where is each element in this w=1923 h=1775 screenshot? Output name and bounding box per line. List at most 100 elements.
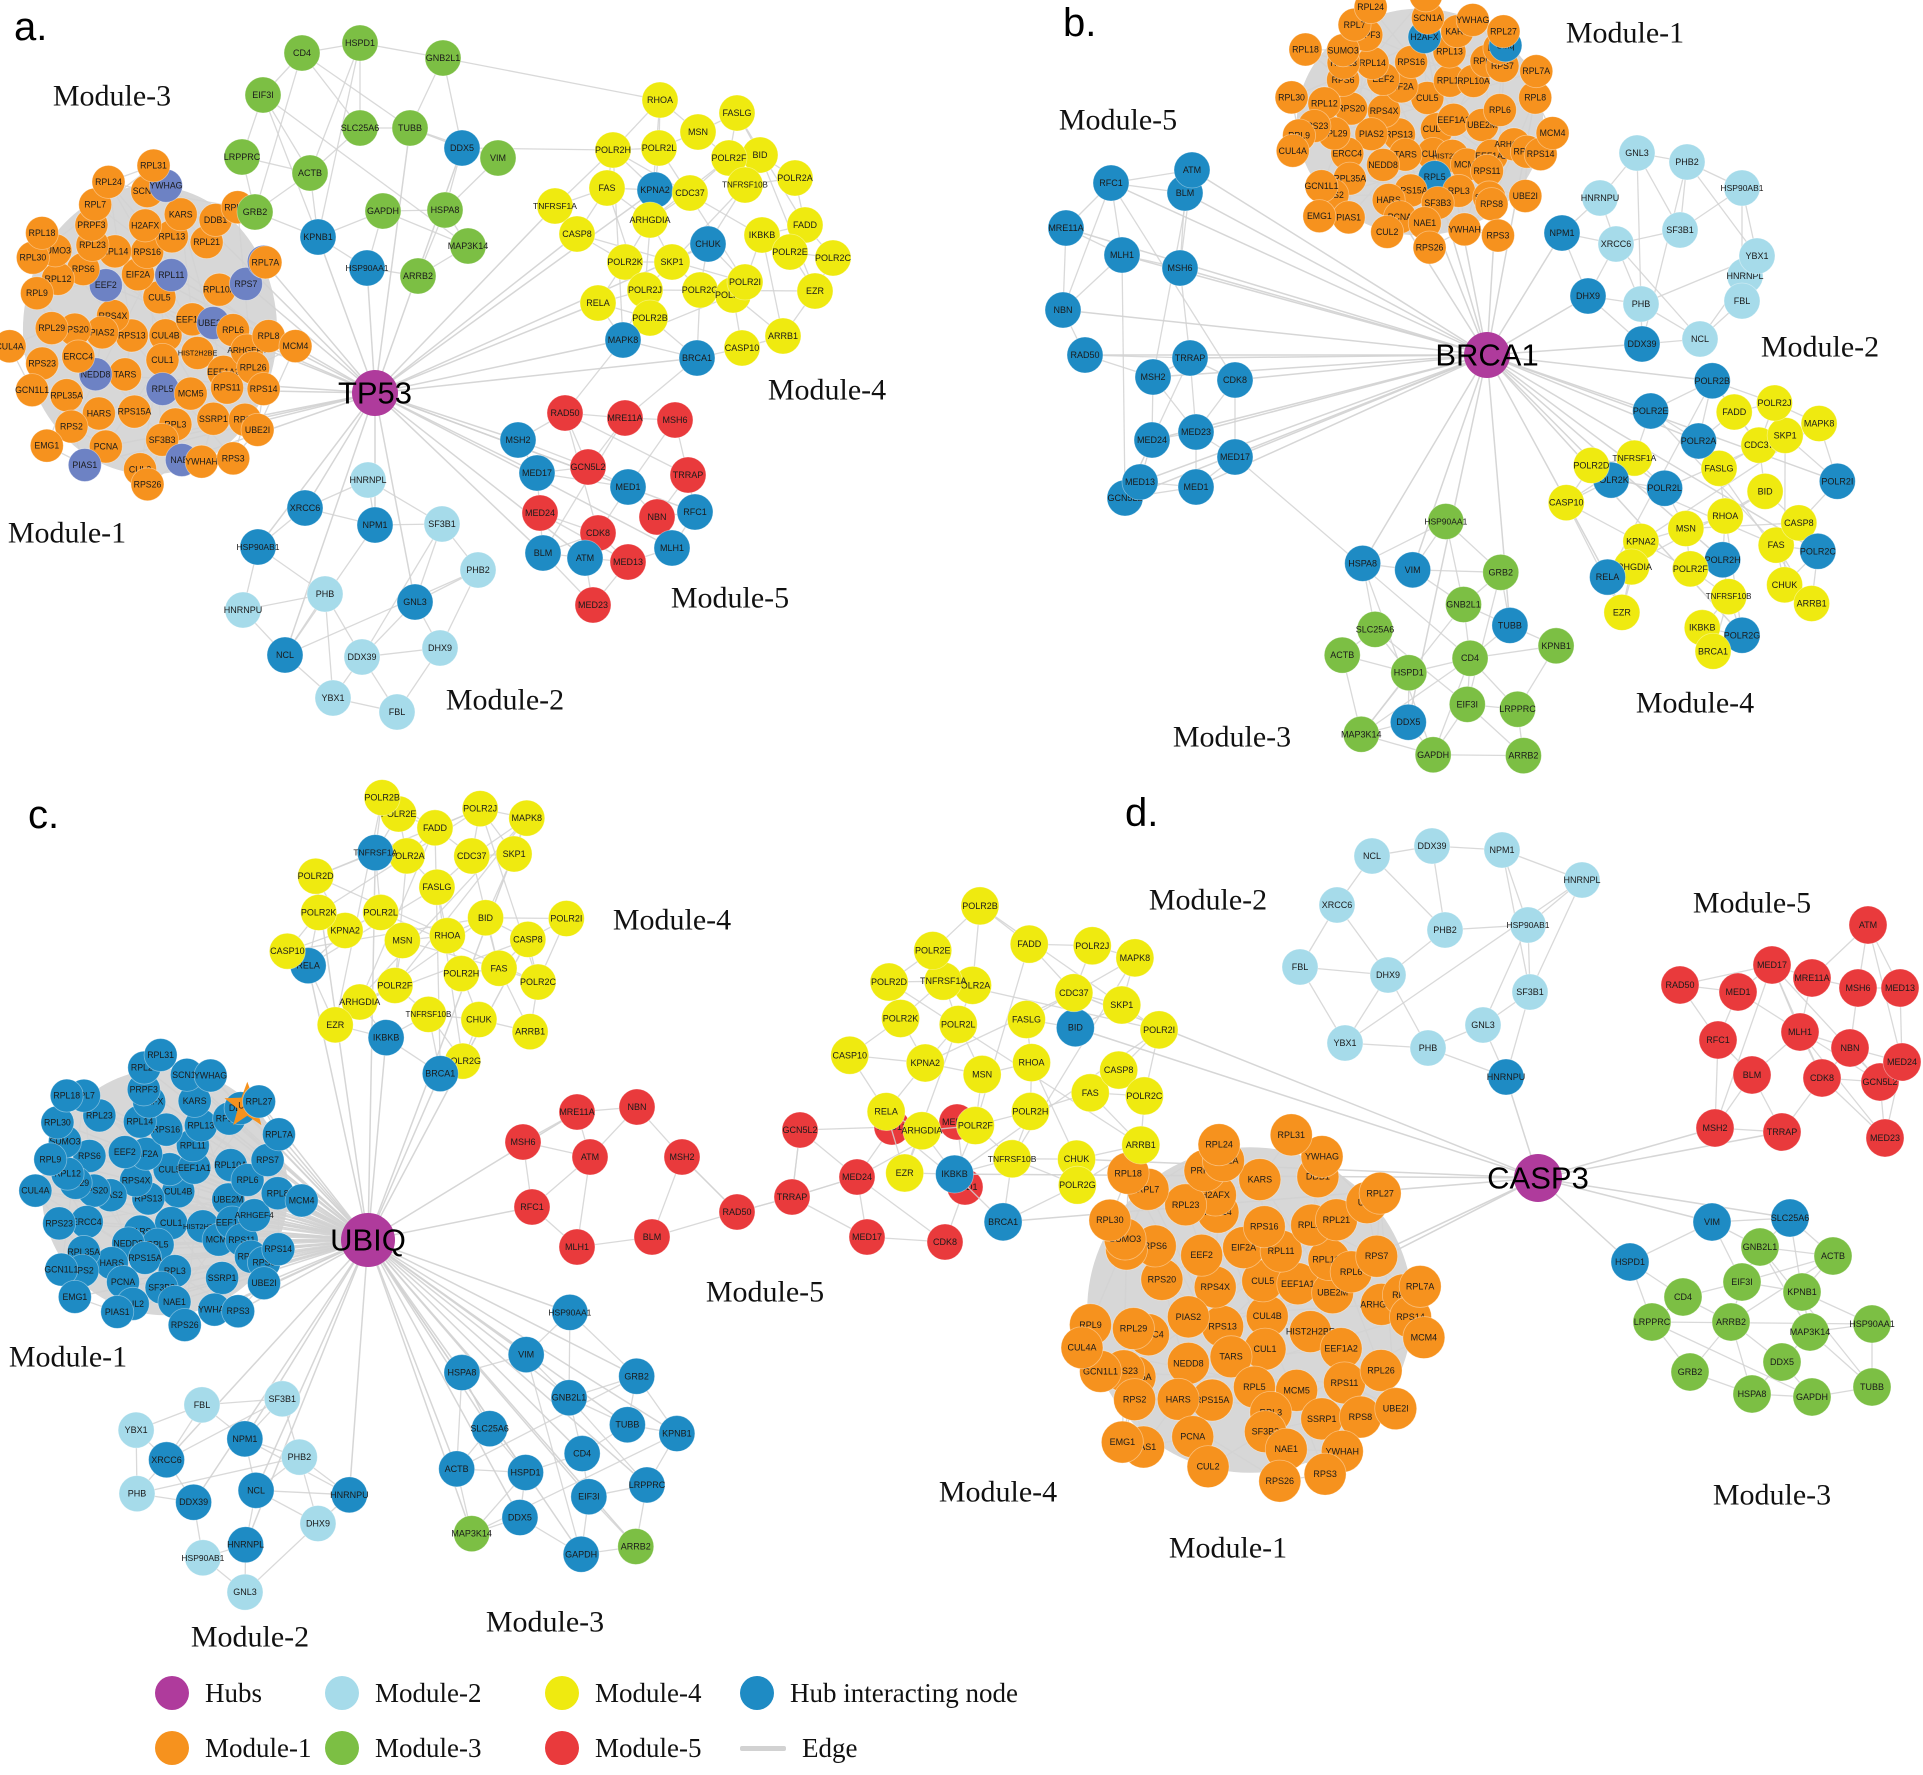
gene-node[interactable] <box>1353 0 1388 24</box>
gene-node[interactable] <box>1007 1000 1046 1039</box>
gene-node[interactable] <box>261 1232 296 1267</box>
gene-node[interactable] <box>1519 54 1554 89</box>
gene-node[interactable] <box>1880 968 1920 1008</box>
gene-node[interactable] <box>148 1441 185 1479</box>
gene-node[interactable] <box>546 394 584 432</box>
gene-node[interactable] <box>44 1252 79 1287</box>
gene-node[interactable] <box>418 868 456 906</box>
gene-node[interactable] <box>391 109 429 147</box>
gene-node[interactable] <box>678 339 716 377</box>
gene-node[interactable] <box>558 1228 596 1266</box>
gene-node[interactable] <box>1511 973 1549 1011</box>
gene-node[interactable] <box>33 1142 68 1177</box>
gene-node[interactable] <box>471 1410 509 1448</box>
gene-node[interactable] <box>136 148 171 183</box>
gene-node[interactable] <box>1572 446 1610 484</box>
gene-node[interactable] <box>226 1573 264 1611</box>
gene-node[interactable] <box>1323 636 1361 674</box>
gene-node[interactable] <box>574 586 612 624</box>
gene-node[interactable] <box>501 1499 539 1536</box>
gene-node[interactable] <box>1281 948 1319 986</box>
gene-node[interactable] <box>1762 1112 1802 1152</box>
gene-node[interactable] <box>266 636 304 674</box>
gene-node[interactable] <box>1173 151 1211 189</box>
gene-node[interactable] <box>1300 1135 1344 1179</box>
gene-node[interactable] <box>550 1379 588 1417</box>
gene-node[interactable] <box>1547 484 1585 522</box>
gene-node[interactable] <box>1838 968 1878 1008</box>
gene-node[interactable] <box>1710 578 1748 616</box>
gene-node[interactable] <box>237 1471 275 1509</box>
gene-node[interactable] <box>519 963 557 1001</box>
gene-node[interactable] <box>480 949 518 987</box>
gene-node[interactable] <box>671 174 709 212</box>
gene-node[interactable] <box>1112 1307 1155 1350</box>
gene-node[interactable] <box>1481 218 1515 253</box>
gene-node[interactable] <box>57 1279 92 1314</box>
gene-node[interactable] <box>216 441 251 476</box>
gene-node[interactable] <box>1242 1205 1286 1249</box>
gene-node[interactable] <box>1830 1028 1870 1068</box>
gene-node[interactable] <box>1762 1342 1802 1382</box>
hub-node[interactable] <box>352 370 398 416</box>
gene-node[interactable] <box>61 339 96 374</box>
gene-node[interactable] <box>1698 1020 1738 1060</box>
gene-node[interactable] <box>268 932 306 970</box>
gene-node[interactable] <box>594 131 632 169</box>
gene-node[interactable] <box>284 1183 319 1218</box>
gene-node[interactable] <box>1209 1335 1253 1379</box>
gene-node[interactable] <box>1663 1277 1703 1317</box>
gene-node[interactable] <box>91 165 126 199</box>
gene-node[interactable] <box>658 1415 696 1452</box>
gene-node[interactable] <box>1563 861 1601 899</box>
gene-node[interactable] <box>1409 0 1443 13</box>
gene-node[interactable] <box>42 1206 77 1241</box>
gene-node[interactable] <box>184 1539 222 1577</box>
gene-node[interactable] <box>423 505 461 543</box>
gene-node[interactable] <box>1113 1378 1157 1421</box>
gene-node[interactable] <box>236 193 274 231</box>
gene-node[interactable] <box>606 243 644 281</box>
gene-node[interactable] <box>588 169 626 207</box>
gene-node[interactable] <box>1670 1352 1710 1392</box>
gene-node[interactable] <box>461 790 499 828</box>
gene-node[interactable] <box>1057 1165 1097 1205</box>
gene-node[interactable] <box>776 159 814 197</box>
gene-node[interactable] <box>1782 1272 1822 1312</box>
gene-node[interactable] <box>205 1261 239 1295</box>
gene-node[interactable] <box>913 931 953 970</box>
gene-node[interactable] <box>1718 972 1758 1012</box>
gene-node[interactable] <box>143 1038 178 1072</box>
gene-node[interactable] <box>1398 1265 1442 1308</box>
gene-node[interactable] <box>242 1084 276 1119</box>
gene-node[interactable] <box>356 506 394 544</box>
gene-node[interactable] <box>628 1466 666 1504</box>
gene-node[interactable] <box>1610 1242 1650 1282</box>
gene-node[interactable] <box>1660 965 1700 1005</box>
gene-node[interactable] <box>1882 1042 1922 1082</box>
gene-node[interactable] <box>15 373 50 408</box>
gene-node[interactable] <box>1054 973 1094 1013</box>
gene-node[interactable] <box>221 1294 256 1329</box>
gene-node[interactable] <box>1622 285 1660 323</box>
gene-node[interactable] <box>1802 1058 1842 1098</box>
gene-node[interactable] <box>604 321 642 359</box>
gene-node[interactable] <box>1088 1198 1132 1242</box>
gene-node[interactable] <box>18 1173 53 1208</box>
gene-node[interactable] <box>421 1055 459 1092</box>
gene-node[interactable] <box>263 1380 301 1418</box>
gene-node[interactable] <box>1445 586 1482 623</box>
gene-node[interactable] <box>1723 169 1761 207</box>
gene-node[interactable] <box>180 336 215 370</box>
gene-node[interactable] <box>992 1139 1032 1179</box>
gene-node[interactable] <box>1011 1092 1050 1131</box>
gene-node[interactable] <box>1258 1459 1302 1503</box>
gene-node[interactable] <box>410 996 447 1033</box>
gene-node[interactable] <box>689 225 727 263</box>
gene-node[interactable] <box>1723 282 1761 320</box>
gene-node[interactable] <box>1757 526 1795 564</box>
gene-node[interactable] <box>1483 831 1521 869</box>
gene-node[interactable] <box>297 857 335 895</box>
gene-node[interactable] <box>1115 938 1155 978</box>
gene-node[interactable] <box>1092 164 1130 202</box>
